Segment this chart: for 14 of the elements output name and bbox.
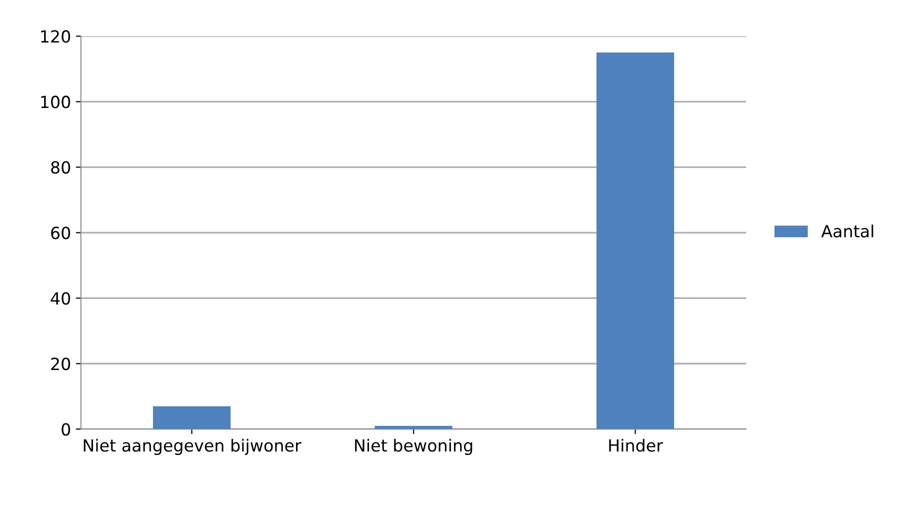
legend-label: Aantal [821,224,874,238]
y-tick-label: 80 [51,161,70,174]
x-tick-label: Niet aangegeven bijwoner [84,438,302,455]
y-tick-label: 20 [51,358,70,370]
y-tick-label: 120 [41,30,70,43]
x-tick-label: Niet bewoning [355,438,472,455]
y-tick-label: 40 [50,292,70,305]
bar [596,52,674,430]
x-tick-label: Hinder [609,438,663,452]
y-tick-label: 60 [51,226,70,240]
bar [152,406,231,430]
y-tick-label: 0 [62,423,70,436]
y-tick-label: 100 [41,96,70,108]
bar [374,426,452,430]
